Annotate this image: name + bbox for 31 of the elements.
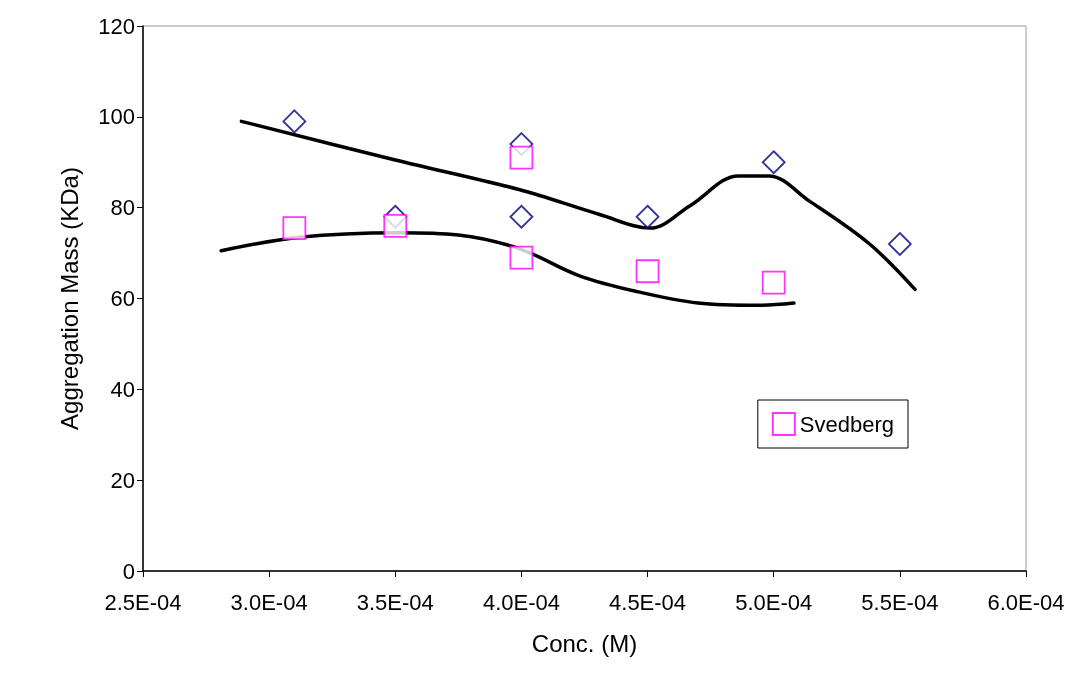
y-tick-label: 80 (110, 195, 135, 221)
point (761, 150, 786, 175)
y-tick-label: 60 (110, 286, 135, 311)
x-tick-label: 2.5E-04 (104, 589, 182, 615)
x-tick-label: 4.5E-04 (609, 589, 687, 615)
line-series (239, 119, 917, 292)
point (509, 204, 534, 229)
point (635, 259, 660, 284)
y-tick-label: 40 (110, 376, 135, 402)
point (509, 145, 534, 170)
x-tick-label: 3.0E-04 (230, 589, 308, 615)
x-tick-label: 4.0E-04 (482, 589, 560, 615)
point (282, 216, 307, 240)
x-tick-label: 6.0E-04 (987, 589, 1065, 615)
y-tick-label: 20 (110, 467, 135, 493)
point (761, 270, 786, 295)
y-tick-label: 100 (98, 104, 135, 130)
point (509, 245, 534, 270)
y-tick-label: 120 (98, 13, 135, 39)
point (887, 232, 912, 256)
line-series (219, 230, 796, 308)
legend-label: Svedberg (799, 411, 895, 437)
point (383, 213, 408, 238)
x-tick-label: 3.5E-04 (356, 589, 434, 615)
x-axis-title: Conc. (M) (531, 629, 638, 657)
point (282, 109, 307, 134)
x-tick-label: 5.0E-04 (735, 589, 813, 615)
y-tick-label: 0 (122, 558, 135, 584)
point (635, 204, 660, 229)
x-tick-label: 5.5E-04 (861, 589, 939, 615)
y-axis-title: Aggregation Mass (KDa) (55, 167, 83, 430)
